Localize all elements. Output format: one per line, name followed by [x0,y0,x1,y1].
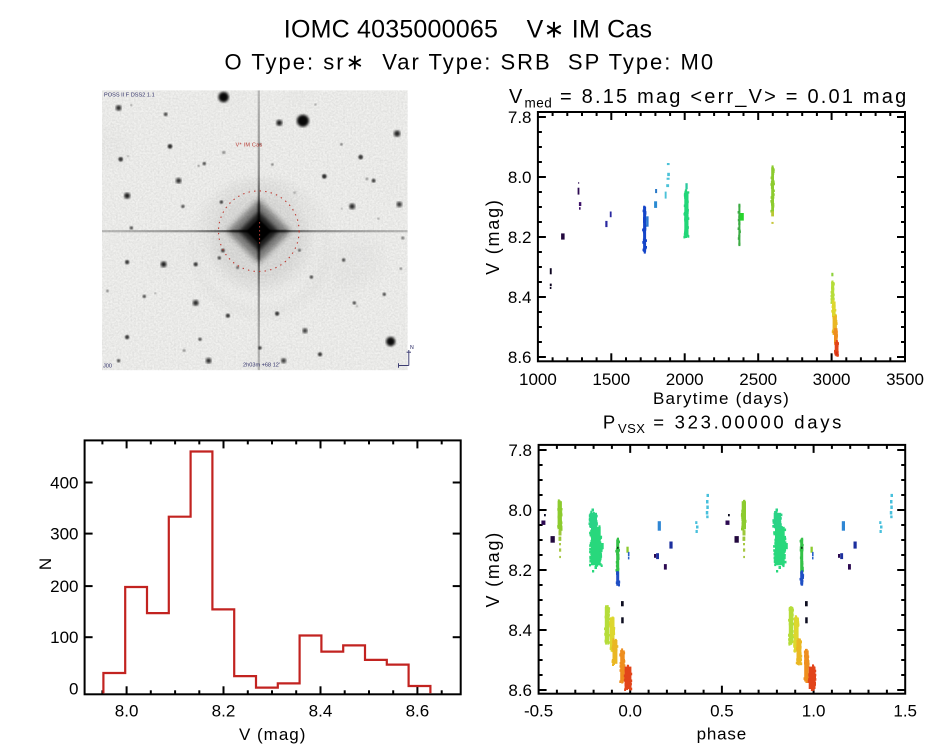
svg-text:200: 200 [50,577,78,596]
svg-text:V* IM Cas: V* IM Cas [236,143,263,149]
svg-text:8.4: 8.4 [508,288,532,307]
svg-text:3000: 3000 [813,370,851,389]
svg-text:V (mag): V (mag) [483,198,503,275]
svg-text:IOMC 4035000065 V∗ IM Cas: IOMC 4035000065 V∗ IM Cas [284,16,652,44]
svg-text:-0.5: -0.5 [524,702,553,721]
svg-text:N: N [410,345,414,351]
svg-text:8.0: 8.0 [115,702,139,721]
svg-text:1000: 1000 [519,370,557,389]
svg-text:V (mag): V (mag) [239,725,306,744]
svg-text:8.4: 8.4 [508,621,532,640]
svg-text:0: 0 [69,680,78,699]
svg-text:8.2: 8.2 [508,228,532,247]
svg-text:POSS II F DSS2 1.1: POSS II F DSS2 1.1 [104,93,155,99]
svg-text:8.0: 8.0 [508,501,532,520]
svg-text:phase: phase [697,725,747,744]
svg-text:PVSX = 323.00000 days: PVSX = 323.00000 days [603,412,844,437]
svg-text:8.6: 8.6 [508,681,532,700]
svg-text:8.4: 8.4 [309,702,333,721]
svg-text:0.0: 0.0 [618,702,642,721]
svg-text:8.2: 8.2 [508,561,532,580]
svg-text:1.5: 1.5 [893,702,917,721]
svg-text:Vmed = 8.15 mag <err_V> = 0.01: Vmed = 8.15 mag <err_V> = 0.01 mag [509,86,909,111]
svg-text:8.6: 8.6 [508,348,532,367]
svg-text:8.0: 8.0 [508,168,532,187]
svg-text:7.8: 7.8 [508,108,532,127]
svg-text:300: 300 [50,525,78,544]
svg-text:V (mag): V (mag) [483,531,503,608]
svg-text:2500: 2500 [739,370,777,389]
svg-text:N: N [36,558,55,570]
svg-text:Barytime (days): Barytime (days) [653,389,790,408]
svg-text:8.6: 8.6 [406,702,430,721]
svg-text:1.0: 1.0 [802,702,826,721]
svg-text:0.5: 0.5 [710,702,734,721]
svg-text:O Type: sr∗ Var Type: SRB SP: O Type: sr∗ Var Type: SRB SP Type: M0 [225,50,716,75]
svg-text:J00: J00 [103,364,112,370]
svg-text:100: 100 [50,628,78,647]
svg-text:8.2: 8.2 [212,702,236,721]
svg-text:2h03m +68 12': 2h03m +68 12' [243,363,280,369]
svg-text:2000: 2000 [666,370,704,389]
svg-text:1500: 1500 [592,370,630,389]
svg-text:3500: 3500 [886,370,924,389]
svg-text:7.8: 7.8 [508,441,532,460]
svg-text:400: 400 [50,474,78,493]
